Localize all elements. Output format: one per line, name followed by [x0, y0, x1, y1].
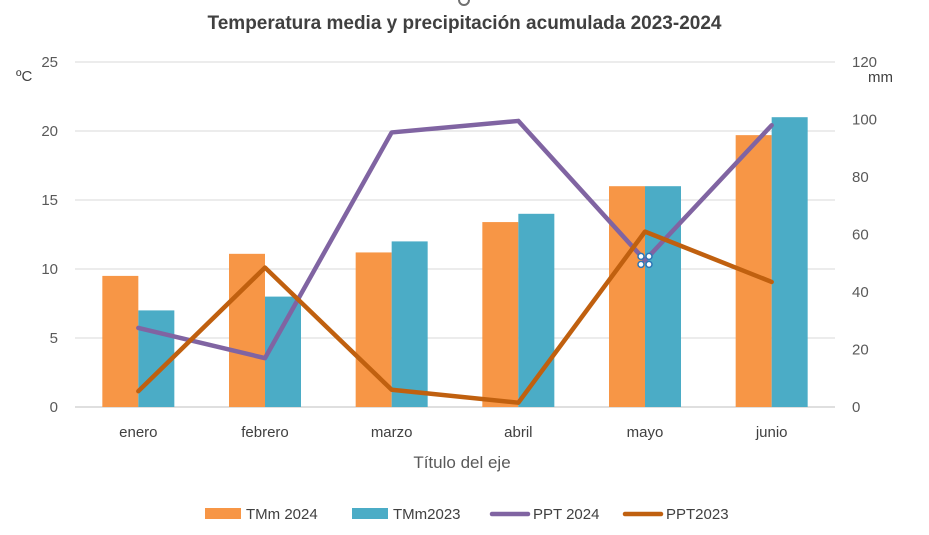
point-handle: [637, 260, 645, 269]
x-tick-label: abril: [504, 424, 532, 441]
bar-tmm-2024[interactable]: [229, 253, 265, 407]
bar-tmm2023[interactable]: [771, 117, 808, 407]
legend-label: PPT2023: [666, 506, 729, 523]
point-handle: [637, 252, 645, 261]
bar-tmm-2024[interactable]: [102, 275, 139, 407]
y-right-tick-label: 0: [852, 399, 860, 416]
y-left-unit: ºC: [16, 68, 32, 85]
legend-swatch: [205, 508, 241, 519]
legend-label: TMm2023: [393, 506, 461, 523]
y-right-tick-label: 60: [852, 227, 869, 244]
legend-item[interactable]: TMm2023: [352, 506, 461, 523]
y-right-unit: mm: [868, 69, 893, 86]
y-right-tick-label: 40: [852, 284, 869, 301]
y-left-tick-label: 0: [50, 399, 58, 416]
legend-item[interactable]: PPT2023: [622, 506, 729, 523]
bar-tmm-2024[interactable]: [609, 186, 645, 407]
x-tick-label: enero: [119, 424, 157, 441]
x-tick-label: junio: [755, 424, 788, 441]
x-axis-title[interactable]: Título del eje: [413, 453, 510, 472]
y-right-tick-label: 80: [852, 169, 869, 186]
y-left-tick-label: 25: [41, 54, 58, 71]
legend-item[interactable]: TMm 2024: [205, 506, 318, 523]
x-tick-label: mayo: [627, 424, 664, 441]
legend[interactable]: TMm 2024 TMm2023 PPT 2024 PPT2023: [205, 506, 729, 523]
legend-item[interactable]: PPT 2024: [489, 506, 599, 523]
y-right-tick-label: 100: [852, 112, 877, 129]
y-left-tick-label: 5: [50, 330, 58, 347]
point-handle: [645, 260, 653, 269]
bar-series: [102, 117, 808, 407]
bar-tmm2023[interactable]: [138, 310, 175, 407]
bar-tmm2023[interactable]: [391, 241, 428, 407]
selection-handle-icon[interactable]: [458, 0, 470, 6]
y-left-tick-label: 15: [41, 192, 58, 209]
y-right-tick-label: 120: [852, 54, 877, 71]
axes: 0 5 10 15 20 25 0 20 40 60 80 100 120 enero febrero mar…: [41, 54, 877, 441]
selected-point-handle-icon[interactable]: [637, 252, 653, 269]
legend-swatch: [352, 508, 388, 519]
x-tick-label: marzo: [371, 424, 413, 441]
y-left-tick-label: 20: [41, 123, 58, 140]
bar-tmm2023[interactable]: [645, 186, 681, 407]
line-series: [136, 118, 774, 405]
gridlines: [75, 61, 835, 408]
legend-label: PPT 2024: [533, 506, 599, 523]
line-ppt2023[interactable]: [136, 229, 774, 405]
bar-tmm-2024[interactable]: [482, 222, 519, 407]
point-handle: [645, 252, 653, 261]
x-tick-label: febrero: [241, 424, 289, 441]
chart-title[interactable]: Temperatura media y precipitación acumul…: [207, 13, 722, 34]
y-left-tick-label: 10: [41, 261, 58, 278]
y-right-tick-label: 20: [852, 342, 869, 359]
legend-label: TMm 2024: [246, 506, 318, 523]
